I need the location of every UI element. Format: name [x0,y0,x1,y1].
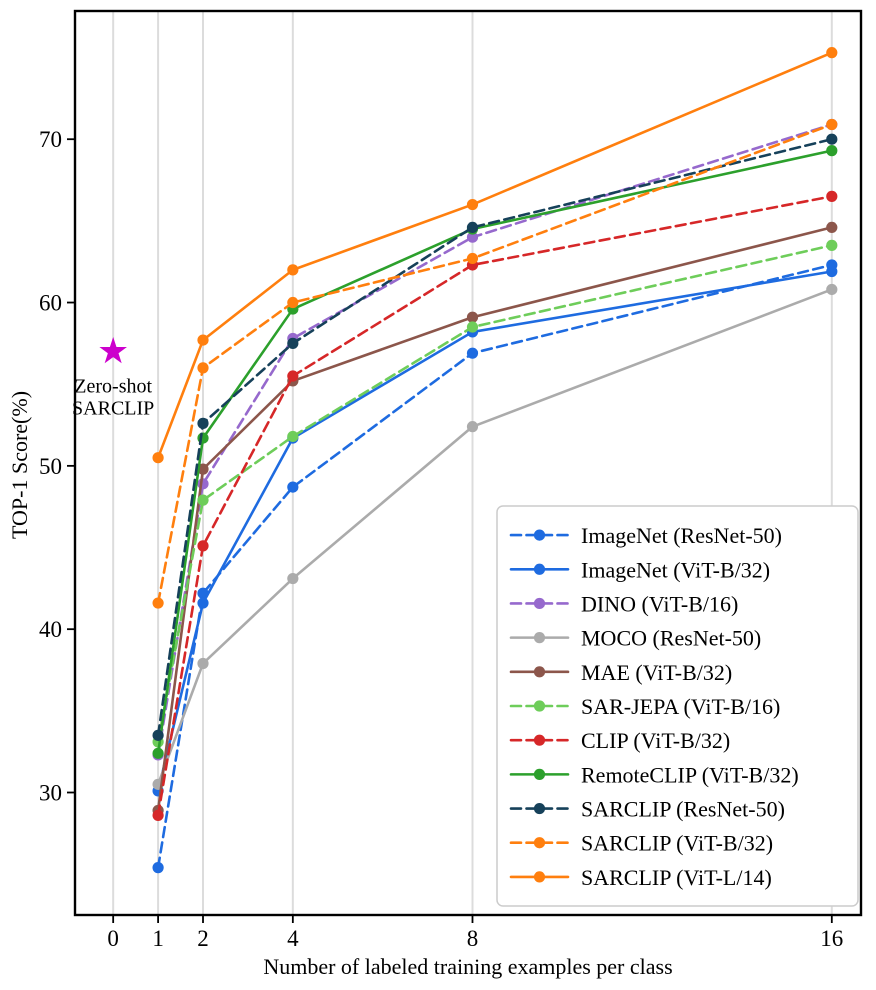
series-6-point-x16 [826,190,838,202]
series-0-point-x8 [466,347,479,359]
series-0-point-x1 [152,862,164,874]
series-3-point-x4 [287,572,299,585]
legend-item-label-10: SARCLIP (ViT-L/14) [581,865,772,890]
legend-item-label-3: MOCO (ResNet-50) [581,626,761,651]
series-9-point-x16 [826,118,838,131]
x-tick-label-4: 4 [287,926,299,951]
x-axis-label: Number of labeled training examples per … [263,954,672,979]
series-5-point-x16 [826,239,838,251]
series-3-point-x16 [826,283,838,296]
series-1-point-x2 [197,597,209,609]
series-line-2 [156,123,834,757]
series-1-point-x16 [826,265,838,278]
legend-swatch-marker-5 [533,700,546,712]
series-4-point-x8 [466,311,479,323]
legend-swatch-marker-1 [533,563,546,575]
legend-item-label-1: ImageNet (ViT-B/32) [581,557,770,582]
legend-swatch-marker-6 [533,734,546,746]
series-3-point-x2 [197,657,209,670]
y-tick-label-60: 60 [39,291,62,316]
legend-swatch-marker-10 [533,871,546,883]
series-7-point-x16 [826,145,838,157]
series-8-point-x2 [197,417,209,429]
legend-item-label-0: ImageNet (ResNet-50) [581,523,782,548]
series-6-point-x2 [197,540,209,552]
legend-swatch-marker-0 [533,529,546,541]
legend-item-label-2: DINO (ViT-B/16) [581,591,738,616]
series-9-point-x8 [466,252,479,265]
legend-swatch-marker-3 [533,632,546,644]
legend-item-label-7: RemoteCLIP (ViT-B/32) [581,762,799,787]
legend-swatch-marker-9 [533,837,546,849]
legend-item-label-6: CLIP (ViT-B/32) [581,728,730,753]
x-tick-label-2: 2 [197,926,209,951]
y-tick-label-30: 30 [39,781,62,806]
series-5-point-x4 [287,430,299,443]
series-10-point-x16 [826,47,838,59]
y-tick-label-50: 50 [39,454,62,479]
legend-item-label-8: SARCLIP (ResNet-50) [581,797,785,822]
legend-box [496,505,859,907]
series-5-point-x2 [197,494,209,506]
series-9-point-x1 [152,597,164,609]
legend-swatch-marker-4 [533,666,546,678]
x-tick-label-0: 0 [107,926,119,951]
series-10-point-x8 [466,198,479,211]
series-0-point-x4 [287,481,299,493]
series-6-point-x4 [287,370,299,382]
y-tick-label-40: 40 [39,617,62,642]
series-line-0 [156,263,834,869]
annotation-line2: SARCLIP [72,398,154,420]
series-4-point-x16 [826,221,838,234]
series-10-point-x1 [152,452,164,464]
series-7-point-x1 [152,747,164,759]
series-2-point-x8 [466,231,479,243]
legend-swatch-marker-2 [533,597,546,610]
x-tick-label-8: 8 [467,926,479,951]
series-2-point-x2 [197,478,209,490]
series-8-point-x4 [287,337,299,349]
y-axis-label: TOP-1 Score(%) [7,391,32,539]
legend-item-label-9: SARCLIP (ViT-B/32) [581,831,773,856]
x-tick-label-1: 1 [152,926,164,951]
series-8-point-x1 [152,729,164,741]
legend-item-label-5: SAR-JEPA (ViT-B/16) [581,694,780,719]
y-tick-label-70: 70 [39,127,62,152]
legend-swatch-marker-7 [533,768,546,780]
series-line-10 [156,51,834,459]
plot-border [73,9,863,917]
annotation-line1: Zero-shot [74,376,152,398]
series-10-point-x4 [287,264,299,276]
legend-swatch-marker-8 [533,802,546,815]
series-8-point-x8 [466,221,479,234]
x-tick-label-16: 16 [820,926,843,951]
series-6-point-x1 [152,809,164,821]
series-9-point-x2 [197,362,209,374]
series-8-point-x16 [826,133,838,145]
legend-item-label-4: MAE (ViT-B/32) [581,660,732,685]
series-3-point-x8 [466,421,479,433]
series-5-point-x8 [466,321,479,333]
zero-shot-star-icon [99,337,127,364]
series-10-point-x2 [197,334,209,346]
series-9-point-x4 [287,296,299,309]
